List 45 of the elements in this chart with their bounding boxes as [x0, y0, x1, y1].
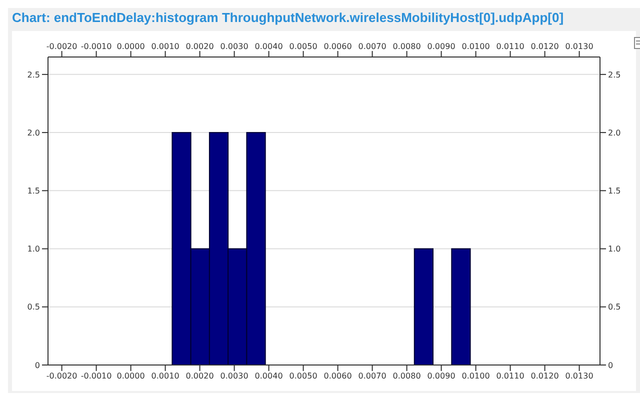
x-tick-label: 0.0080 [392, 42, 421, 51]
x-tick-label: -0.0010 [80, 42, 112, 51]
y2-tick-label: 2.0 [608, 128, 621, 138]
y2-tick-label: 0.5 [608, 302, 621, 312]
x-tick-label: 0.0010 [151, 42, 180, 51]
y-tick-label: 2.5 [27, 70, 40, 80]
x2-tick-label: 0.0010 [151, 372, 180, 381]
x2-tick-label: 0.0080 [392, 372, 421, 381]
x-tick-label: 0.0060 [324, 42, 352, 51]
x2-tick-label: 0.0000 [116, 372, 145, 381]
x2-tick-label: 0.0050 [289, 372, 318, 381]
x2-tick-label: 0.0040 [254, 372, 283, 381]
x2-tick-label: 0.0060 [324, 372, 352, 381]
x-tick-label: 0.0030 [220, 42, 248, 51]
x-tick-label: 0.0120 [530, 42, 559, 51]
x2-tick-label: 0.0120 [530, 372, 559, 381]
y-tick-label: 1.5 [27, 186, 40, 196]
x2-tick-label: 0.0110 [496, 372, 524, 381]
y2-tick-label: 0 [608, 360, 614, 370]
y-tick-label: 0 [34, 360, 40, 370]
x2-tick-label: 0.0100 [462, 372, 490, 381]
x2-tick-label: 0.0020 [186, 372, 214, 381]
x-tick-label: 0.0040 [254, 42, 283, 51]
x-tick-label: 0.0100 [462, 42, 490, 51]
x-tick-label: 0.0110 [496, 42, 524, 51]
x-tick-label: 0.0090 [427, 42, 456, 51]
x-tick-label: -0.0020 [46, 42, 78, 51]
y2-tick-label: 2.5 [608, 70, 621, 80]
x-tick-label: 0.0000 [116, 42, 145, 51]
x-tick-label: 0.0050 [289, 42, 318, 51]
x2-tick-label: -0.0010 [80, 372, 112, 381]
x2-tick-label: 0.0030 [220, 372, 248, 381]
x-tick-label: 0.0070 [358, 42, 386, 51]
y2-tick-label: 1.5 [608, 186, 621, 196]
y-tick-label: 1.0 [27, 244, 40, 254]
x2-tick-label: 0.0070 [358, 372, 386, 381]
chart-title: Chart: endToEndDelay:histogram ThroughputNetwork.wirelessMobilityHost[0].udpApp[0] [12, 10, 565, 25]
y2-tick-label: 1.0 [608, 244, 621, 254]
x-tick-label: 0.0130 [565, 42, 594, 51]
x2-tick-label: -0.0020 [46, 372, 78, 381]
x2-tick-label: 0.0090 [427, 372, 456, 381]
x-tick-label: 0.0020 [186, 42, 214, 51]
x2-tick-label: 0.0130 [565, 372, 594, 381]
y-tick-label: 2.0 [27, 128, 40, 138]
y-tick-label: 0.5 [27, 302, 40, 312]
